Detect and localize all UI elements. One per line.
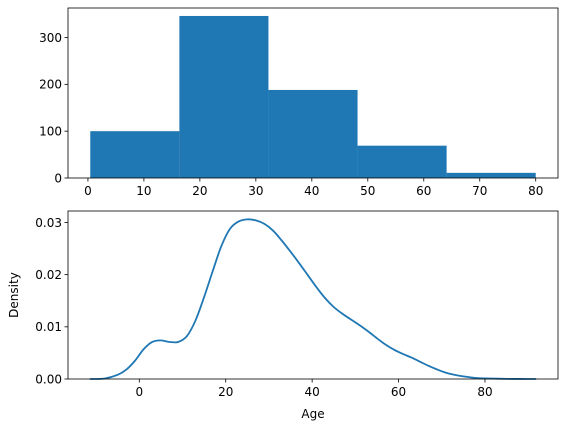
density-xtick-label: 20 xyxy=(218,385,233,399)
histogram-axes: 0 10 20 30 40 50 60 70 80 0 100 200 300 xyxy=(39,7,559,198)
histogram-xtick-label: 60 xyxy=(416,184,431,198)
density-ytick-label: 0.02 xyxy=(35,268,62,282)
density-ylabel: Density xyxy=(7,272,21,318)
histogram-xtick-label: 0 xyxy=(84,184,92,198)
histogram-bar-3 xyxy=(357,145,447,178)
histogram-bars xyxy=(90,15,536,179)
histogram-bar-1 xyxy=(179,15,269,179)
density-curve xyxy=(89,218,537,380)
histogram-ytick-label: 100 xyxy=(39,124,62,138)
density-xlabel: Age xyxy=(301,407,324,421)
density-frame xyxy=(67,210,559,380)
density-xtick-label: 40 xyxy=(304,385,319,399)
histogram-xtick-label: 40 xyxy=(304,184,319,198)
histogram-xtick-label: 10 xyxy=(136,184,151,198)
histogram-xtick-label: 30 xyxy=(248,184,263,198)
histogram-xtick-label: 50 xyxy=(360,184,375,198)
density-ytick-label: 0.00 xyxy=(35,372,62,386)
density-xtick-label: 0 xyxy=(135,385,143,399)
histogram-ytick-label: 0 xyxy=(54,171,62,185)
density-ticks: 0 20 40 60 80 0.00 0.01 0.02 0.03 xyxy=(35,216,492,399)
histogram-ticks: 0 10 20 30 40 50 60 70 80 0 100 200 300 xyxy=(39,31,543,198)
histogram-frame xyxy=(67,7,559,179)
density-ytick-label: 0.03 xyxy=(35,216,62,230)
histogram-xtick-label: 80 xyxy=(528,184,543,198)
histogram-xtick-label: 20 xyxy=(192,184,207,198)
density-xtick-label: 80 xyxy=(477,385,492,399)
histogram-bar-2 xyxy=(268,89,358,178)
density-axes: 0 20 40 60 80 0.00 0.01 0.02 0.03 Age Density xyxy=(7,210,559,421)
histogram-bar-0 xyxy=(90,131,180,178)
histogram-ytick-label: 300 xyxy=(39,31,62,45)
density-xtick-label: 60 xyxy=(391,385,406,399)
histogram-xtick-label: 70 xyxy=(472,184,487,198)
density-ytick-label: 0.01 xyxy=(35,320,62,334)
histogram-ytick-label: 200 xyxy=(39,78,62,92)
histogram-bar-4 xyxy=(446,172,536,178)
